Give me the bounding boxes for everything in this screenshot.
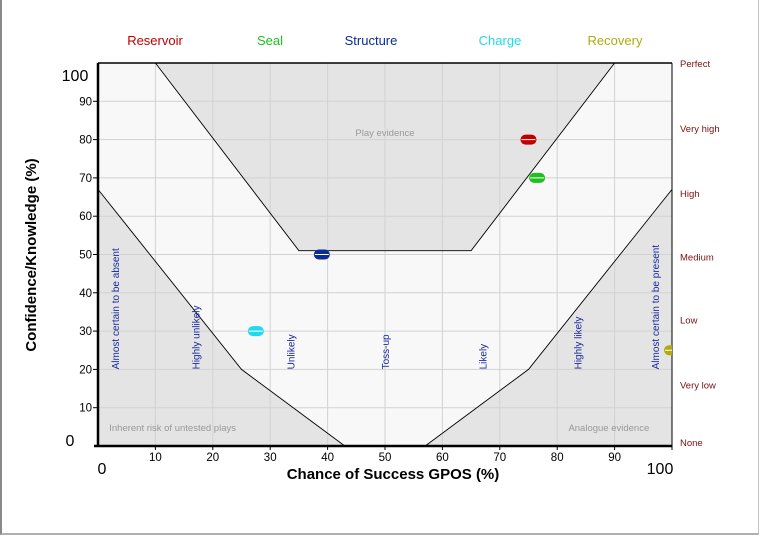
confidence-label: Medium bbox=[680, 252, 714, 263]
region-label: Analogue evidence bbox=[568, 423, 649, 434]
confidence-label: High bbox=[680, 189, 700, 200]
region-2 bbox=[425, 189, 672, 446]
y-min-label: 0 bbox=[66, 433, 75, 450]
x-tick-label: 70 bbox=[493, 452, 506, 464]
y-axis-title: Confidence/Knowledge (%) bbox=[23, 158, 40, 351]
region-boundary-0 bbox=[155, 62, 615, 252]
probability-label: Almost certain to be present bbox=[651, 245, 662, 370]
legend-item-structure: Structure bbox=[345, 33, 398, 48]
probability-label: Highly unlikely bbox=[192, 305, 203, 369]
y-tick-label: 80 bbox=[79, 135, 92, 147]
y-max-label: 100 bbox=[62, 68, 89, 85]
y-tick-label: 40 bbox=[79, 288, 92, 300]
x-tick-label: 10 bbox=[149, 452, 162, 464]
probability-label: Unlikely bbox=[286, 334, 297, 369]
probability-label: Likely bbox=[479, 344, 490, 370]
probability-label: Highly likely bbox=[573, 317, 584, 370]
confidence-label: Very high bbox=[680, 124, 720, 135]
y-tick-label: 10 bbox=[79, 403, 92, 415]
y-tick-label: 60 bbox=[79, 211, 92, 223]
confidence-label: Very low bbox=[680, 381, 716, 392]
region-boundary-2 bbox=[424, 189, 673, 447]
legend-item-reservoir: Reservoir bbox=[127, 33, 183, 48]
x-tick-label: 60 bbox=[436, 452, 449, 464]
x-tick-label: 20 bbox=[206, 452, 219, 464]
probability-label: Almost certain to be absent bbox=[111, 248, 122, 369]
y-tick-label: 90 bbox=[79, 96, 92, 108]
y-tick-label: 50 bbox=[79, 250, 92, 262]
x-max-label: 100 bbox=[647, 461, 674, 478]
y-tick-label: 70 bbox=[79, 173, 92, 185]
region-1 bbox=[98, 189, 345, 446]
legend-item-seal: Seal bbox=[257, 33, 283, 48]
region-label: Play evidence bbox=[355, 128, 414, 139]
legend-item-recovery: Recovery bbox=[588, 33, 643, 48]
x-min-label: 0 bbox=[98, 461, 107, 478]
x-tick-label: 40 bbox=[321, 452, 334, 464]
x-tick-label: 90 bbox=[608, 452, 621, 464]
x-tick-label: 30 bbox=[264, 452, 277, 464]
x-tick-label: 50 bbox=[379, 452, 392, 464]
confidence-label: Perfect bbox=[680, 59, 710, 70]
y-tick-label: 30 bbox=[79, 326, 92, 338]
legend-item-charge: Charge bbox=[479, 33, 522, 48]
probability-label: Toss-up bbox=[381, 334, 392, 369]
confidence-label: None bbox=[680, 438, 703, 449]
region-label: Inherent risk of untested plays bbox=[109, 423, 236, 434]
x-axis-title: Chance of Success GPOS (%) bbox=[287, 466, 500, 483]
y-tick-label: 20 bbox=[79, 364, 92, 376]
region-boundary-1 bbox=[97, 189, 346, 447]
x-tick-label: 80 bbox=[551, 452, 564, 464]
confidence-label: Low bbox=[680, 316, 698, 327]
